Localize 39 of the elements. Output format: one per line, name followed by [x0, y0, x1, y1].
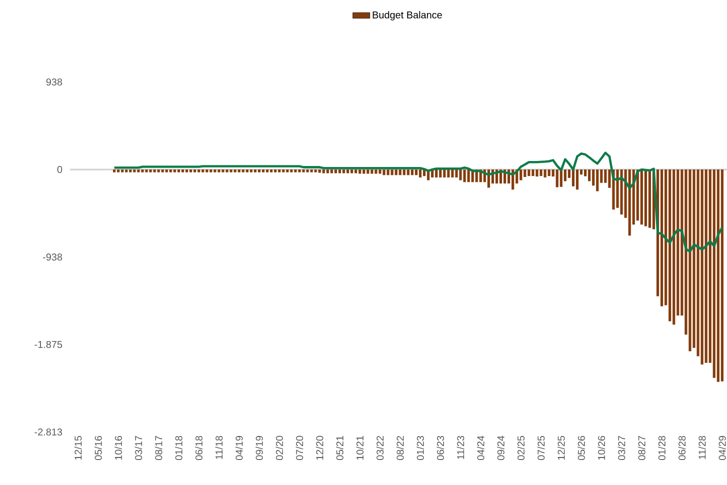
x-tick-label: 04/24 — [476, 436, 484, 460]
x-tick-label: 12/25 — [557, 436, 565, 460]
x-tick-label: 05/16 — [94, 436, 102, 460]
y-tick-label: 0 — [57, 166, 62, 174]
x-tick-label: 08/17 — [154, 436, 162, 460]
y-tick-label: -2.813 — [34, 428, 62, 436]
x-tick-label: 01/18 — [175, 436, 182, 460]
x-tick-label: 02/20 — [276, 436, 283, 460]
x-tick-label: 11/23 — [456, 436, 464, 459]
x-tick-label: 10/21 — [356, 436, 364, 460]
x-tick-label: 11/18 — [215, 436, 223, 459]
y-tick-label: -1.875 — [34, 340, 62, 348]
y-tick-label: -938 — [42, 254, 62, 261]
x-tick-label: 07/25 — [537, 436, 545, 460]
x-tick-label: 05/26 — [578, 436, 585, 460]
x-tick-label: 08/22 — [396, 436, 404, 460]
x-tick-label: 07/20 — [296, 436, 304, 460]
x-tick-label: 08/27 — [638, 436, 646, 460]
legend-label: Budget Balance — [372, 11, 442, 20]
x-tick-label: 04/29 — [718, 436, 726, 460]
x-tick-label: 04/19 — [235, 436, 243, 460]
x-tick-label: 06/23 — [436, 436, 444, 460]
x-tick-label: 12/20 — [316, 436, 324, 460]
x-tick-label: 12/15 — [74, 436, 82, 460]
x-tick-label: 11/28 — [698, 436, 706, 459]
x-tick-label: 02/25 — [517, 436, 525, 460]
x-tick-label: 09/19 — [256, 436, 263, 460]
x-tick-label: 09/24 — [497, 436, 504, 460]
x-tick-label: 03/17 — [134, 436, 142, 460]
x-tick-label: 10/26 — [598, 436, 606, 460]
x-tick-label: 01/28 — [658, 436, 666, 460]
x-tick-label: 10/16 — [114, 436, 122, 460]
x-tick-label: 03/27 — [618, 436, 626, 460]
x-tick-label: 01/23 — [416, 436, 424, 460]
x-tick-label: 05/21 — [336, 436, 344, 460]
x-tick-label: 03/22 — [376, 436, 384, 460]
x-tick-label: 06/18 — [195, 436, 202, 460]
x-tick-label: 06/28 — [678, 436, 686, 460]
y-tick-label: 938 — [46, 78, 62, 86]
